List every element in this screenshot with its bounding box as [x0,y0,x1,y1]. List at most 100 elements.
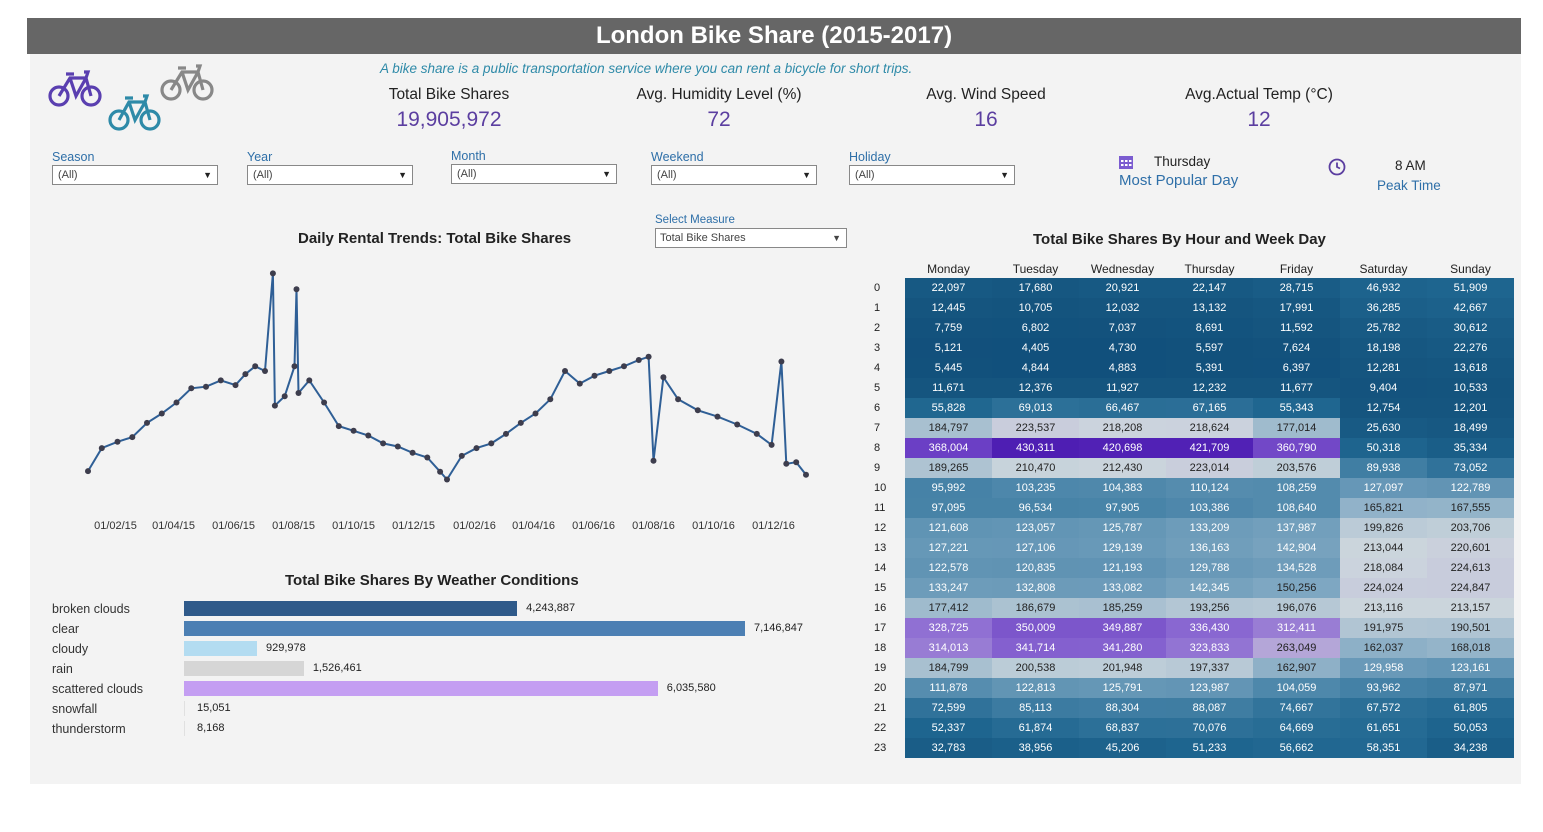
heatmap-cell[interactable]: 61,805 [1427,698,1514,718]
heatmap-cell[interactable]: 360,790 [1253,438,1340,458]
heatmap-cell[interactable]: 104,383 [1079,478,1166,498]
heatmap-cell[interactable]: 162,907 [1253,658,1340,678]
data-point[interactable] [188,385,195,392]
heatmap-cell[interactable]: 87,971 [1427,678,1514,698]
heatmap-cell[interactable]: 341,280 [1079,638,1166,658]
heatmap-cell[interactable]: 129,958 [1340,658,1427,678]
heatmap-cell[interactable]: 312,411 [1253,618,1340,638]
heatmap-cell[interactable]: 203,706 [1427,518,1514,538]
heatmap-cell[interactable]: 137,987 [1253,518,1340,538]
heatmap-cell[interactable]: 177,412 [905,598,992,618]
heatmap-cell[interactable]: 11,592 [1253,318,1340,338]
weekend-dropdown[interactable]: (All) ▼ [651,165,817,185]
heatmap-cell[interactable]: 25,630 [1340,418,1427,438]
data-point[interactable] [252,363,259,370]
heatmap-cell[interactable]: 323,833 [1166,638,1253,658]
heatmap-cell[interactable]: 6,802 [992,318,1079,338]
heatmap-cell[interactable]: 12,232 [1166,378,1253,398]
heatmap-cell[interactable]: 25,782 [1340,318,1427,338]
bar[interactable] [184,601,518,616]
heatmap-cell[interactable]: 184,797 [905,418,992,438]
heatmap-cell[interactable]: 142,345 [1166,578,1253,598]
measure-dropdown[interactable]: Total Bike Shares ▼ [655,228,847,248]
data-point[interactable] [262,368,268,374]
heatmap-cell[interactable]: 125,791 [1079,678,1166,698]
heatmap-cell[interactable]: 213,157 [1427,598,1514,618]
heatmap-cell[interactable]: 17,991 [1253,298,1340,318]
data-point[interactable] [291,363,298,370]
heatmap-cell[interactable]: 22,147 [1166,278,1253,298]
heatmap-cell[interactable]: 127,221 [905,538,992,558]
data-point[interactable] [350,427,357,434]
heatmap-cell[interactable]: 201,948 [1079,658,1166,678]
heatmap-cell[interactable]: 12,445 [905,298,992,318]
heatmap-cell[interactable]: 189,265 [905,458,992,478]
heatmap-cell[interactable]: 123,161 [1427,658,1514,678]
bar[interactable] [184,661,304,676]
heatmap-cell[interactable]: 4,883 [1079,358,1166,378]
data-point[interactable] [365,432,372,439]
heatmap-cell[interactable]: 38,956 [992,738,1079,758]
heatmap-cell[interactable]: 4,730 [1079,338,1166,358]
heatmap-cell[interactable]: 95,992 [905,478,992,498]
heatmap-cell[interactable]: 150,256 [1253,578,1340,598]
heatmap-cell[interactable]: 46,932 [1340,278,1427,298]
heatmap-cell[interactable]: 349,887 [1079,618,1166,638]
heatmap-cell[interactable]: 55,828 [905,398,992,418]
data-point[interactable] [635,357,642,363]
heatmap-cell[interactable]: 45,206 [1079,738,1166,758]
data-point[interactable] [458,452,465,459]
heatmap-cell[interactable]: 421,709 [1166,438,1253,458]
heatmap-cell[interactable]: 13,132 [1166,298,1253,318]
heatmap-cell[interactable]: 12,376 [992,378,1079,398]
heatmap-cell[interactable]: 67,165 [1166,398,1253,418]
data-point[interactable] [488,440,495,447]
heatmap-cell[interactable]: 134,528 [1253,558,1340,578]
heatmap-cell[interactable]: 73,052 [1427,458,1514,478]
data-point[interactable] [217,377,224,384]
heatmap-cell[interactable]: 8,691 [1166,318,1253,338]
heatmap-cell[interactable]: 35,334 [1427,438,1514,458]
heatmap-cell[interactable]: 64,669 [1253,718,1340,738]
heatmap-cell[interactable]: 122,789 [1427,478,1514,498]
heatmap-cell[interactable]: 184,799 [905,658,992,678]
data-point[interactable] [768,441,775,448]
heatmap-cell[interactable]: 430,311 [992,438,1079,458]
heatmap-cell[interactable]: 50,053 [1427,718,1514,738]
data-point[interactable] [532,410,539,417]
heatmap-cell[interactable]: 133,209 [1166,518,1253,538]
data-point[interactable] [783,460,790,467]
data-point[interactable] [321,399,328,406]
heatmap-cell[interactable]: 197,337 [1166,658,1253,678]
heatmap-cell[interactable]: 136,163 [1166,538,1253,558]
data-point[interactable] [675,396,682,403]
bar[interactable] [184,621,745,636]
heatmap-cell[interactable]: 190,501 [1427,618,1514,638]
heatmap-cell[interactable]: 66,467 [1079,398,1166,418]
heatmap-cell[interactable]: 223,537 [992,418,1079,438]
data-point[interactable] [694,407,701,414]
heatmap-cell[interactable]: 5,597 [1166,338,1253,358]
heatmap-cell[interactable]: 122,813 [992,678,1079,698]
heatmap-cell[interactable]: 20,921 [1079,278,1166,298]
data-point[interactable] [306,377,313,384]
data-point[interactable] [394,443,401,450]
data-point[interactable] [444,476,450,483]
heatmap-cell[interactable]: 263,049 [1253,638,1340,658]
heatmap-cell[interactable]: 368,004 [905,438,992,458]
heatmap-cell[interactable]: 186,679 [992,598,1079,618]
heatmap-cell[interactable]: 5,121 [905,338,992,358]
data-point[interactable] [98,445,105,452]
heatmap-cell[interactable]: 34,238 [1427,738,1514,758]
data-point[interactable] [269,270,276,277]
heatmap-cell[interactable]: 6,397 [1253,358,1340,378]
data-point[interactable] [793,459,800,466]
heatmap-cell[interactable]: 121,608 [905,518,992,538]
heatmap-cell[interactable]: 132,808 [992,578,1079,598]
data-point[interactable] [778,358,785,365]
heatmap-cell[interactable]: 11,927 [1079,378,1166,398]
heatmap-cell[interactable]: 162,037 [1340,638,1427,658]
heatmap-cell[interactable]: 30,612 [1427,318,1514,338]
heatmap-cell[interactable]: 67,572 [1340,698,1427,718]
heatmap-cell[interactable]: 185,259 [1079,598,1166,618]
